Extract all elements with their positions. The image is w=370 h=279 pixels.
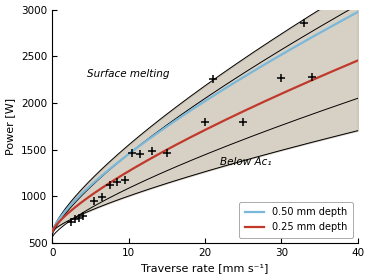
- Y-axis label: Power [W]: Power [W]: [6, 98, 16, 155]
- Text: Below Ac₁: Below Ac₁: [221, 157, 272, 167]
- X-axis label: Traverse rate [mm s⁻¹]: Traverse rate [mm s⁻¹]: [141, 263, 269, 273]
- Legend: 0.50 mm depth, 0.25 mm depth: 0.50 mm depth, 0.25 mm depth: [239, 202, 353, 238]
- Text: Surface melting: Surface melting: [87, 69, 169, 79]
